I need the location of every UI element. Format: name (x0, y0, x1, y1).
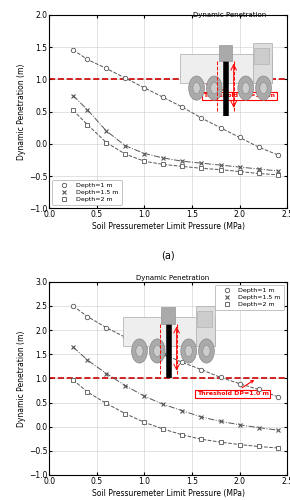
Y-axis label: Dynamic Penetration (m): Dynamic Penetration (m) (17, 330, 26, 426)
X-axis label: Soil Pressuremeter Limit Pressure (MPa): Soil Pressuremeter Limit Pressure (MPa) (92, 489, 245, 498)
Legend: Depth=1 m, Depth=1.5 m, Depth=2 m: Depth=1 m, Depth=1.5 m, Depth=2 m (52, 180, 122, 205)
Text: (a): (a) (162, 251, 175, 261)
Legend: Depth=1 m, Depth=1.5 m, Depth=2 m: Depth=1 m, Depth=1.5 m, Depth=2 m (215, 285, 284, 310)
Y-axis label: Dynamic Penetration (m): Dynamic Penetration (m) (17, 64, 26, 160)
X-axis label: Soil Pressuremeter Limit Pressure (MPa): Soil Pressuremeter Limit Pressure (MPa) (92, 222, 245, 231)
Text: Threshold DP=1.0 m: Threshold DP=1.0 m (197, 380, 269, 396)
Text: Threshold DP=1.0 m: Threshold DP=1.0 m (198, 80, 276, 98)
